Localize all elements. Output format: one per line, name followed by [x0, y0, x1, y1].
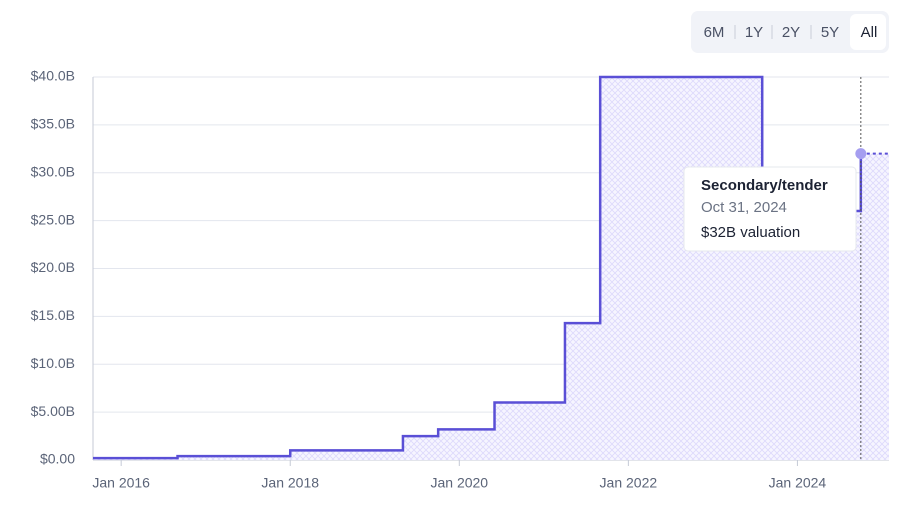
range-button[interactable]: 5Y	[821, 24, 839, 41]
range-button-active[interactable]	[850, 14, 886, 50]
y-tick-label: $40.0B	[31, 68, 75, 84]
x-tick-label: Jan 2020	[430, 475, 488, 491]
x-tick-label: Jan 2016	[92, 475, 150, 491]
y-tick-label: $10.0B	[31, 355, 75, 371]
range-button[interactable]: 2Y	[782, 24, 800, 41]
hover-point	[855, 148, 867, 160]
range-button[interactable]: All	[861, 24, 878, 41]
y-tick-label: $15.0B	[31, 307, 75, 323]
tooltip-text: $32B valuation	[701, 224, 800, 241]
y-tick-label: $25.0B	[31, 211, 75, 227]
tooltip-title: Secondary/tender	[701, 177, 828, 194]
x-tick-label: Jan 2022	[600, 475, 658, 491]
range-button[interactable]: 6M	[704, 24, 725, 41]
step-line	[93, 75, 863, 460]
x-tick-label: Jan 2018	[261, 475, 319, 491]
tooltip-date: Oct 31, 2024	[701, 199, 787, 216]
y-tick-label: $20.0B	[31, 259, 75, 275]
tooltip	[683, 166, 857, 252]
y-tick-label: $35.0B	[31, 116, 75, 132]
range-selector	[691, 11, 889, 53]
y-tick-label: $0.00	[40, 451, 75, 467]
range-button[interactable]: 1Y	[745, 24, 763, 41]
y-tick-label: $30.0B	[31, 163, 75, 179]
y-tick-label: $5.00B	[31, 403, 75, 419]
x-tick-label: Jan 2024	[769, 475, 827, 491]
